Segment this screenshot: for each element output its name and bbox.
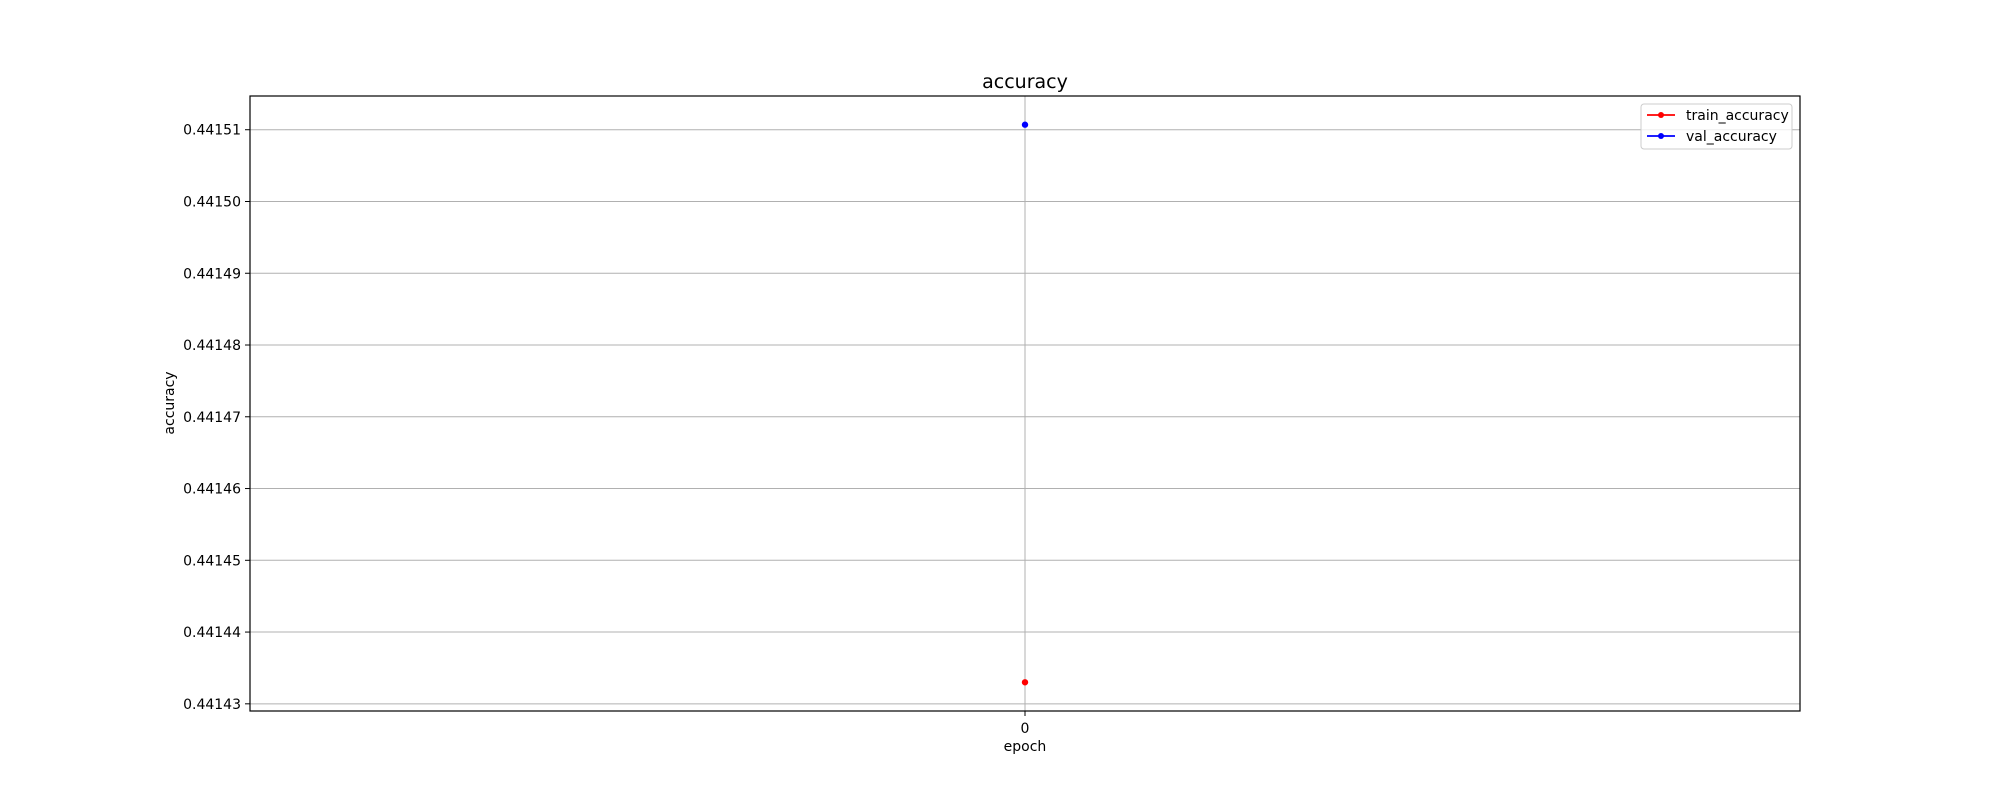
- legend: train_accuracy val_accuracy: [1640, 103, 1793, 150]
- x-axis-label: epoch: [1004, 739, 1047, 755]
- y-tick-label: 0.44144: [183, 625, 241, 641]
- data-points: [1021, 121, 1029, 686]
- val_accuracy-point: [1021, 121, 1029, 128]
- y-tick-label: 0.44148: [183, 338, 241, 354]
- legend-marker-val_accuracy: [1658, 133, 1664, 139]
- train_accuracy-point: [1021, 679, 1029, 686]
- legend-label-train_accuracy: train_accuracy: [1686, 108, 1789, 124]
- grid-lines: [250, 96, 1800, 711]
- y-tick-label: 0.44149: [183, 266, 241, 282]
- chart-title: accuracy: [982, 71, 1068, 93]
- legend-marker-train_accuracy: [1658, 112, 1664, 118]
- y-tick-label: 0.44143: [183, 697, 241, 713]
- y-tick-label: 0.44151: [183, 123, 241, 139]
- y-tick-label: 0.44150: [183, 194, 241, 210]
- y-tick-label: 0.44145: [183, 553, 241, 569]
- y-tick-label: 0.44147: [183, 410, 241, 426]
- x-axis-ticks: 0: [1021, 711, 1030, 737]
- y-axis-ticks: 0.44143 0.44144 0.44145 0.44146 0.44147 0.441…: [183, 123, 250, 713]
- y-tick-label: 0.44146: [183, 482, 241, 498]
- legend-label-val_accuracy: val_accuracy: [1686, 129, 1777, 145]
- y-axis-label: accuracy: [162, 371, 178, 434]
- legend-box: [1640, 103, 1793, 150]
- x-tick-label: 0: [1021, 721, 1030, 737]
